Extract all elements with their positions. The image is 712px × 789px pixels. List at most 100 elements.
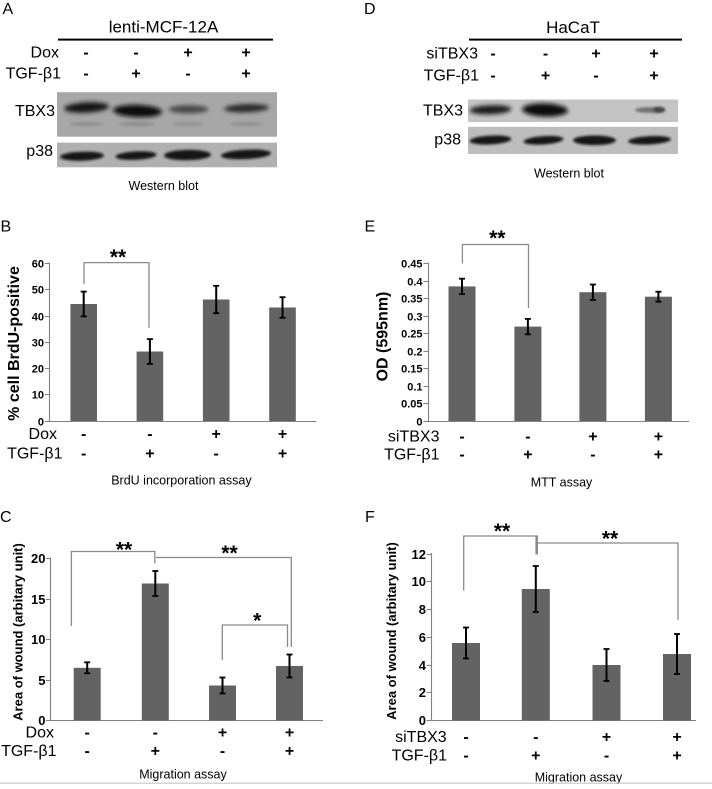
svg-text:+: + bbox=[212, 426, 221, 443]
svg-text:-: - bbox=[490, 68, 495, 85]
svg-text:+: + bbox=[151, 743, 160, 760]
svg-text:-: - bbox=[463, 748, 468, 765]
svg-text:Dox: Dox bbox=[29, 426, 57, 443]
svg-text:TGF-β1: TGF-β1 bbox=[7, 446, 63, 463]
svg-text:-: - bbox=[81, 446, 86, 463]
svg-text:+: + bbox=[591, 46, 600, 63]
svg-text:siTBX3: siTBX3 bbox=[388, 429, 440, 446]
svg-text:+: + bbox=[145, 446, 154, 463]
svg-text:-: - bbox=[133, 45, 138, 62]
svg-text:lenti-MCF-12A: lenti-MCF-12A bbox=[109, 18, 219, 37]
svg-text:+: + bbox=[218, 725, 227, 742]
svg-text:+: + bbox=[285, 743, 294, 760]
svg-text:Western blot: Western blot bbox=[129, 179, 199, 193]
svg-text:+: + bbox=[602, 729, 611, 746]
svg-text:-: - bbox=[459, 447, 464, 464]
svg-text:12: 12 bbox=[412, 547, 426, 562]
svg-text:F: F bbox=[365, 509, 375, 526]
svg-text:+: + bbox=[131, 66, 140, 83]
svg-text:TGF-β1: TGF-β1 bbox=[384, 447, 440, 464]
svg-text:0.4: 0.4 bbox=[407, 276, 423, 288]
svg-text:TGF-β1: TGF-β1 bbox=[392, 748, 448, 765]
svg-text:60: 60 bbox=[32, 258, 44, 270]
svg-text:-: - bbox=[525, 429, 530, 446]
svg-text:Dox: Dox bbox=[26, 725, 54, 742]
svg-text:-: - bbox=[185, 66, 190, 83]
svg-text:40: 40 bbox=[32, 311, 44, 323]
svg-text:0.35: 0.35 bbox=[401, 293, 422, 305]
svg-text:8: 8 bbox=[419, 602, 426, 617]
svg-text:Migration assay: Migration assay bbox=[139, 768, 227, 782]
svg-text:-: - bbox=[533, 729, 538, 746]
svg-text:-: - bbox=[153, 725, 158, 742]
svg-text:Area of wound (arbitary unit): Area of wound (arbitary unit) bbox=[11, 543, 26, 721]
svg-text:0: 0 bbox=[416, 416, 422, 428]
svg-text:-: - bbox=[85, 725, 90, 742]
svg-text:siTBX3: siTBX3 bbox=[395, 729, 447, 746]
svg-text:-: - bbox=[543, 46, 548, 63]
svg-text:TBX3: TBX3 bbox=[15, 103, 55, 120]
svg-text:30: 30 bbox=[32, 337, 44, 349]
svg-text:20: 20 bbox=[31, 551, 45, 566]
svg-text:TGF-β1: TGF-β1 bbox=[1, 743, 57, 760]
svg-text:0.2: 0.2 bbox=[407, 346, 422, 358]
svg-text:E: E bbox=[365, 219, 376, 236]
svg-text:0.25: 0.25 bbox=[401, 328, 422, 340]
svg-text:**: ** bbox=[489, 227, 506, 250]
svg-text:BrdU incorporation assay: BrdU incorporation assay bbox=[111, 474, 252, 488]
svg-text:+: + bbox=[672, 729, 681, 746]
svg-text:+: + bbox=[241, 66, 250, 83]
svg-text:HaCaT: HaCaT bbox=[546, 18, 600, 37]
svg-text:siTBX3: siTBX3 bbox=[426, 46, 478, 63]
svg-text:+: + bbox=[541, 68, 550, 85]
svg-text:D: D bbox=[364, 1, 376, 18]
svg-text:10: 10 bbox=[32, 389, 44, 401]
svg-text:15: 15 bbox=[31, 592, 45, 607]
svg-text:% cell BrdU-positive: % cell BrdU-positive bbox=[6, 266, 23, 421]
svg-text:C: C bbox=[0, 509, 12, 526]
svg-text:A: A bbox=[3, 1, 14, 18]
svg-text:0: 0 bbox=[38, 713, 45, 728]
svg-text:-: - bbox=[83, 45, 88, 62]
svg-text:Dox: Dox bbox=[31, 45, 59, 62]
svg-text:-: - bbox=[83, 66, 88, 83]
svg-text:Area of wound (arbitary unit): Area of wound (arbitary unit) bbox=[384, 542, 399, 720]
svg-text:0: 0 bbox=[38, 416, 44, 428]
svg-text:0.1: 0.1 bbox=[407, 381, 422, 393]
svg-text:-: - bbox=[590, 447, 595, 464]
svg-text:**: ** bbox=[602, 528, 619, 551]
svg-text:50: 50 bbox=[32, 284, 44, 296]
svg-text:+: + bbox=[672, 748, 681, 765]
svg-text:-: - bbox=[147, 426, 152, 443]
svg-text:*: * bbox=[253, 610, 262, 633]
svg-text:-: - bbox=[214, 446, 219, 463]
svg-text:TGF-β1: TGF-β1 bbox=[424, 68, 480, 85]
svg-text:+: + bbox=[278, 446, 287, 463]
svg-text:+: + bbox=[241, 45, 250, 62]
svg-text:**: ** bbox=[110, 246, 127, 269]
svg-text:2: 2 bbox=[419, 685, 426, 700]
svg-text:-: - bbox=[459, 429, 464, 446]
svg-text:TBX3: TBX3 bbox=[423, 103, 463, 120]
svg-text:-: - bbox=[604, 748, 609, 765]
svg-text:-: - bbox=[463, 729, 468, 746]
svg-text:10: 10 bbox=[412, 574, 426, 589]
svg-text:p38: p38 bbox=[434, 132, 461, 149]
svg-text:+: + bbox=[654, 429, 663, 446]
svg-text:+: + bbox=[649, 68, 658, 85]
svg-text:5: 5 bbox=[38, 673, 45, 688]
svg-text:0.45: 0.45 bbox=[401, 258, 422, 270]
svg-text:+: + bbox=[588, 429, 597, 446]
svg-text:-: - bbox=[490, 46, 495, 63]
svg-text:MTT assay: MTT assay bbox=[531, 476, 593, 490]
svg-text:-: - bbox=[85, 743, 90, 760]
svg-text:+: + bbox=[649, 46, 658, 63]
svg-text:B: B bbox=[1, 219, 12, 236]
svg-text:+: + bbox=[183, 45, 192, 62]
svg-text:+: + bbox=[523, 447, 532, 464]
svg-text:0: 0 bbox=[419, 713, 426, 728]
svg-text:+: + bbox=[654, 447, 663, 464]
svg-text:0.3: 0.3 bbox=[407, 311, 422, 323]
svg-text:**: ** bbox=[116, 539, 133, 562]
svg-text:p38: p38 bbox=[26, 143, 53, 160]
